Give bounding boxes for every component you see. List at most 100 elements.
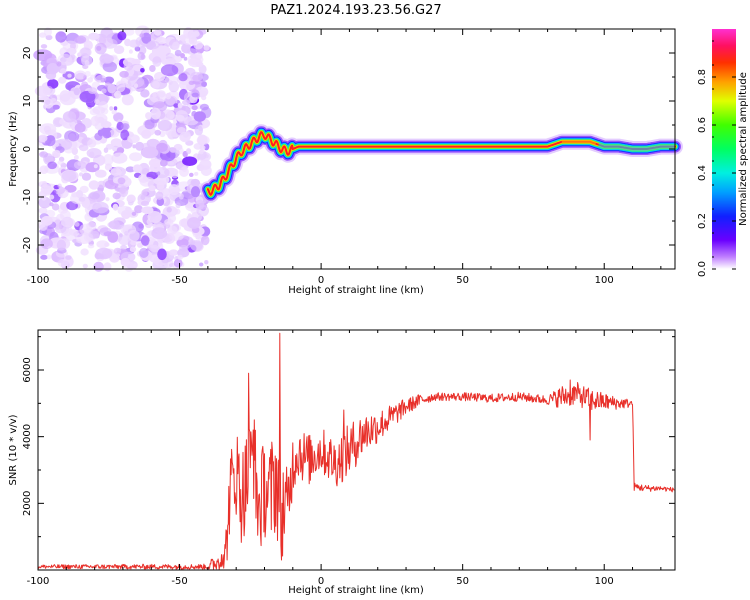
noise-blob: [149, 163, 161, 173]
noise-blob: [113, 112, 124, 122]
noise-blob: [54, 142, 59, 147]
spectrogram-y-ticks: -20 -10 0 10 20: [22, 28, 675, 270]
noise-blob: [199, 262, 204, 267]
noise-blob: [141, 142, 151, 150]
noise-blob: [148, 185, 156, 192]
noise-blob: [113, 106, 118, 111]
noise-blob: [156, 142, 168, 152]
noise-blob: [57, 259, 69, 268]
noise-blob: [199, 103, 209, 111]
noise-blob: [40, 238, 53, 249]
noise-blob: [62, 111, 77, 123]
noise-blob: [194, 171, 199, 176]
noise-blob: [192, 31, 200, 37]
y-tick-label: 2000: [22, 491, 33, 516]
noise-blob: [131, 58, 141, 66]
noise-blob: [133, 83, 139, 88]
noise-blob: [152, 56, 162, 67]
noise-blob: [155, 171, 161, 176]
noise-blob: [99, 227, 112, 237]
noise-blob: [110, 168, 122, 176]
noise-blob: [121, 94, 134, 106]
colorbar-tick-label: 0.2: [697, 213, 708, 229]
noise-blob: [92, 106, 106, 115]
noise-blob: [188, 35, 198, 45]
noise-blob: [59, 119, 65, 125]
noise-blob: [167, 161, 175, 166]
noise-blob: [86, 148, 102, 159]
noise-blob: [191, 105, 198, 111]
y-tick-label: -20: [22, 237, 33, 253]
noise-blob: [89, 33, 97, 41]
noise-blob: [126, 197, 134, 202]
noise-blob: [53, 219, 63, 230]
noise-blob: [200, 235, 210, 246]
y-tick-label: 0: [22, 146, 33, 152]
noise-blob: [115, 81, 126, 93]
noise-blob: [94, 99, 100, 105]
colorbar-ticks: 0.0 0.2 0.4 0.6 0.8: [697, 40, 736, 277]
noise-blob: [129, 152, 143, 162]
noise-blob: [88, 191, 104, 202]
noise-blob: [103, 147, 109, 153]
x-tick-label: 0: [318, 275, 324, 286]
noise-blob: [38, 207, 48, 215]
noise-blob: [120, 129, 130, 141]
x-tick-label: -100: [27, 275, 50, 286]
noise-blob: [182, 156, 198, 166]
noise-blob: [81, 172, 92, 181]
noise-blob: [140, 68, 145, 73]
noise-blob: [61, 170, 77, 182]
noise-blob: [186, 148, 192, 155]
noise-blob: [103, 262, 112, 272]
noise-blob: [57, 53, 73, 66]
snr-series-line: [37, 332, 675, 570]
noise-blob: [131, 211, 137, 216]
noise-blob: [39, 123, 57, 135]
noise-blob: [90, 115, 100, 127]
snr-y-label: SNR (10 * v/v): [8, 414, 19, 485]
noise-blob: [38, 196, 52, 209]
frequency-track: [199, 124, 683, 203]
snr-series-path: [37, 332, 675, 570]
noise-blob: [199, 149, 204, 155]
noise-blob: [178, 218, 190, 228]
noise-blob: [164, 75, 179, 84]
y-tick-label: 4000: [22, 424, 33, 449]
noise-blob: [77, 52, 82, 57]
spectrogram-x-ticks: -100 -50 0 50 100: [27, 29, 662, 286]
noise-blob: [110, 138, 123, 148]
noise-blob: [49, 194, 55, 200]
noise-blob: [140, 235, 150, 246]
noise-blob: [79, 223, 92, 236]
noise-blob: [160, 159, 168, 167]
noise-blob: [113, 247, 122, 255]
colorbar-tick-label: 0.8: [697, 69, 708, 85]
x-tick-label: 50: [456, 576, 469, 587]
noise-blob: [176, 127, 186, 134]
figure-title: PAZ1.2024.193.23.56.G27: [270, 3, 441, 18]
colorbar-gradient: [712, 29, 736, 269]
noise-blob: [125, 166, 136, 173]
noise-blob: [120, 123, 130, 130]
noise-blob: [169, 147, 177, 153]
noise-blob: [178, 193, 184, 200]
noise-blob: [138, 162, 150, 175]
noise-blob: [189, 172, 194, 177]
noise-blob: [74, 35, 87, 44]
noise-blob: [132, 144, 136, 149]
noise-blob: [53, 150, 61, 158]
colorbar-tick-label: 0.6: [697, 117, 708, 133]
noise-blob: [127, 134, 140, 144]
noise-blob: [47, 161, 57, 170]
noise-blob: [39, 151, 49, 158]
noise-blob: [134, 46, 141, 52]
noise-blob: [149, 65, 156, 72]
noise-blob: [174, 49, 182, 57]
noise-blob: [95, 169, 107, 178]
noise-blob: [74, 222, 80, 227]
noise-blob: [175, 146, 184, 155]
noise-blob: [127, 76, 145, 88]
noise-blob: [80, 248, 89, 256]
noise-blob: [194, 125, 203, 136]
